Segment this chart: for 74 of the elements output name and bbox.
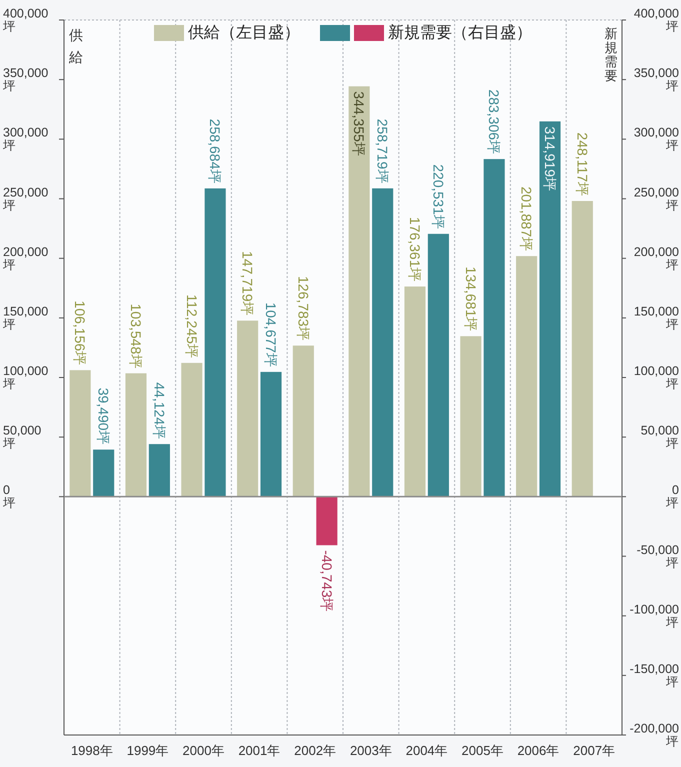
bar <box>292 346 314 497</box>
data-label: 44,124坪 <box>151 382 168 440</box>
x-tick-label: 2006年 <box>517 743 560 758</box>
bar <box>516 256 538 497</box>
y-tick-label: 300,000 坪 <box>2 126 48 153</box>
x-tick-label: 2007年 <box>573 743 616 758</box>
bar <box>204 188 226 497</box>
x-tick-label: 2000年 <box>182 743 224 758</box>
bar <box>348 86 370 497</box>
x-tick-label: 2002年 <box>294 743 336 758</box>
data-label: 258,719坪 <box>374 118 391 184</box>
y-axis-title: 供給 <box>68 27 83 65</box>
legend-label: 新規需要（右目盛） <box>388 24 532 42</box>
y-tick-label: 250,000 坪 <box>2 185 48 212</box>
y2-tick-label: -150,000 坪 <box>630 662 680 689</box>
bar <box>70 370 91 497</box>
data-label: 201,887坪 <box>518 186 535 252</box>
y2-tick-label: -100,000 坪 <box>630 602 680 630</box>
data-label: 134,681坪 <box>462 266 479 332</box>
data-label: 103,548坪 <box>128 304 144 368</box>
bar <box>372 188 394 497</box>
y2-tick-label: 200,000 坪 <box>634 244 680 272</box>
bar <box>428 234 449 497</box>
bar <box>125 373 147 497</box>
bar <box>404 286 426 497</box>
bar <box>484 159 505 497</box>
bar <box>237 320 258 497</box>
y-tick-label: 400,000 坪 <box>2 6 48 34</box>
x-tick-label: 2005年 <box>462 743 504 758</box>
x-tick-label: 2001年 <box>238 743 280 758</box>
data-label: 39,490坪 <box>96 388 112 445</box>
data-label: 344,355坪 <box>351 91 368 156</box>
bar <box>181 362 202 497</box>
y2-tick-label: 50,000 坪 <box>640 424 680 451</box>
y2-axis-title: 新規需要 <box>604 26 618 83</box>
y2-tick-label: 400,000 坪 <box>634 6 680 34</box>
x-tick-label: 1998年 <box>70 743 113 758</box>
data-label: 220,531坪 <box>430 164 446 229</box>
data-label: 104,677坪 <box>263 302 280 367</box>
y-tick-label: 100,000 坪 <box>2 364 48 391</box>
data-label: 112,245坪 <box>184 294 200 358</box>
data-label: 258,684坪 <box>207 118 224 184</box>
data-label: 106,156坪 <box>72 300 88 366</box>
data-label: 176,361坪 <box>406 216 423 282</box>
bar <box>260 372 282 497</box>
bar <box>316 496 338 546</box>
y-tick-label: 350,000 坪 <box>2 66 48 94</box>
data-label: 147,719坪 <box>240 251 256 316</box>
y-tick-label: 50,000 坪 <box>2 424 42 451</box>
bar <box>460 336 482 497</box>
x-tick-label: 2003年 <box>350 743 392 758</box>
y2-tick-label: 350,000 坪 <box>634 66 680 94</box>
x-tick-label: 1999年 <box>126 743 169 758</box>
y-tick-label: 200,000 坪 <box>2 244 48 272</box>
bar <box>93 450 114 497</box>
y2-tick-label: 300,000 坪 <box>634 126 680 153</box>
y2-tick-label: 0 坪 <box>665 483 680 510</box>
x-tick-label: 2004年 <box>406 743 448 758</box>
y-tick-label: 150,000 坪 <box>2 304 48 332</box>
bar <box>148 444 170 497</box>
data-label: 283,306坪 <box>486 89 502 154</box>
y2-tick-label: 100,000 坪 <box>634 364 680 391</box>
y2-tick-label: 250,000 坪 <box>634 185 680 212</box>
legend-label: 供給（左目盛） <box>188 24 300 42</box>
data-label: 126,783坪 <box>295 276 312 341</box>
data-label: 314,919坪 <box>542 126 558 191</box>
data-label: 248,117坪 <box>574 132 590 196</box>
y-tick-label: 0 坪 <box>2 483 16 510</box>
bar <box>539 121 561 497</box>
bar <box>572 200 593 497</box>
y2-tick-label: 150,000 坪 <box>634 304 680 332</box>
data-label: -40,743坪 <box>318 550 335 612</box>
y2-tick-label: -50,000 坪 <box>636 542 680 570</box>
y2-tick-label: -200,000 坪 <box>630 722 680 748</box>
